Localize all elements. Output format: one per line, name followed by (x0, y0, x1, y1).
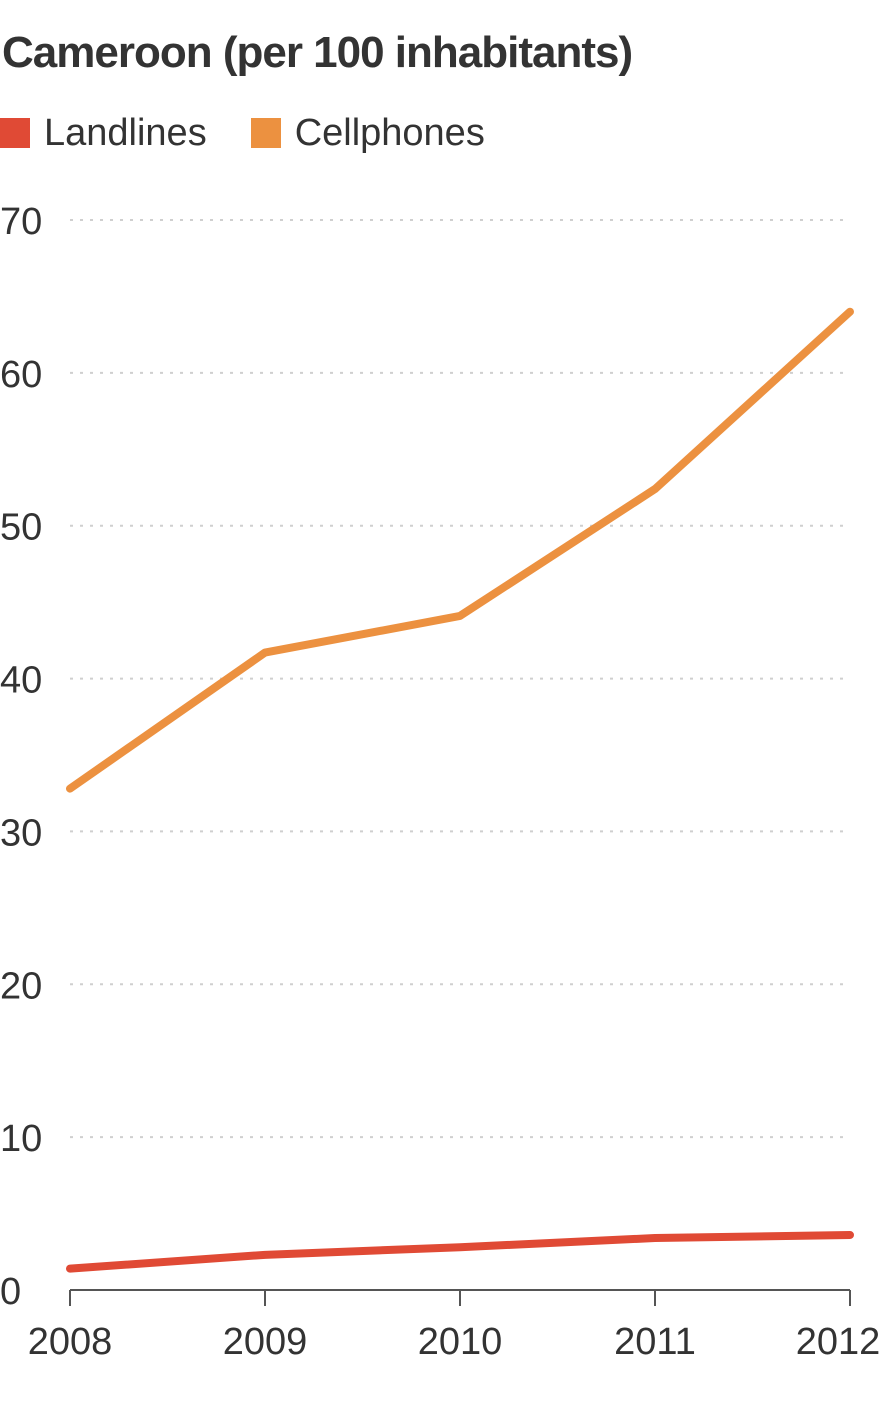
y-tick-label-40: 40 (0, 660, 42, 702)
x-axis: 2008 2009 2010 2011 2012 (28, 1289, 880, 1363)
x-tick-label-2011: 2011 (614, 1321, 696, 1363)
y-tick-label-60: 60 (0, 354, 42, 396)
legend-label-cellphones: Cellphones (294, 111, 485, 154)
x-tick-label-2010: 2010 (418, 1321, 503, 1363)
y-tick-label-10: 10 (0, 1118, 42, 1160)
x-tick-label-2008: 2008 (28, 1321, 113, 1363)
legend-label-landlines: Landlines (44, 111, 207, 154)
legend-item-landlines: Landlines (0, 112, 207, 155)
grid-lines (70, 219, 850, 1139)
series-line-landlines (66, 1230, 854, 1273)
y-axis: 0 10 20 30 40 50 60 70 (0, 201, 42, 1313)
legend-swatch-cellphones (250, 118, 281, 148)
chart-title: Cameroon (per 100 inhabitants) (2, 28, 633, 77)
y-tick-label-30: 30 (0, 812, 42, 854)
series-line-cellphones (66, 307, 854, 793)
legend-swatch-landlines (0, 118, 30, 148)
chart-legend: Landlines Cellphones (0, 108, 529, 158)
x-tick-label-2012: 2012 (796, 1321, 880, 1363)
legend-item-cellphones: Cellphones (250, 111, 485, 155)
series-lines (66, 307, 854, 1273)
y-tick-label-0: 0 (0, 1271, 21, 1313)
y-tick-label-70: 70 (0, 201, 42, 243)
x-tick-label-2009: 2009 (223, 1321, 308, 1363)
y-tick-label-20: 20 (0, 965, 42, 1007)
y-tick-label-50: 50 (0, 507, 42, 549)
